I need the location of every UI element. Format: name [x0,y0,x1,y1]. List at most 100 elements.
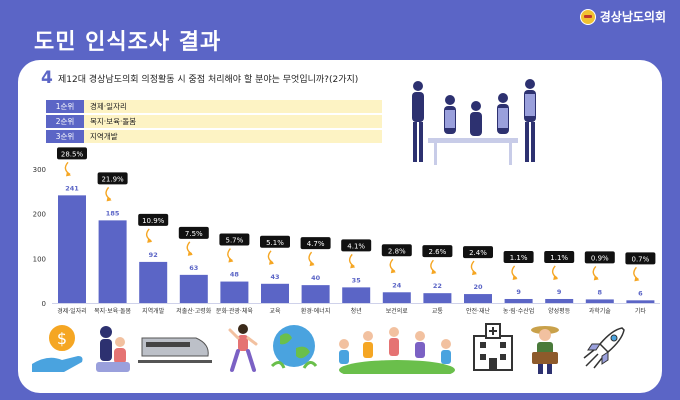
arrow-head [309,261,315,267]
arrow-head [269,259,274,265]
percent-label: 0.9% [591,254,609,262]
arrow-head [512,274,518,280]
bar-value-label: 48 [230,271,240,279]
percent-label: 2.4% [469,249,487,257]
percent-badge [97,172,128,185]
bar [423,293,452,303]
arrow-head [187,250,193,256]
arrow-head [553,274,559,280]
percent-badge [584,251,615,264]
meeting-people-icon [412,79,536,165]
bar [585,299,614,303]
category-label: 양성평등 [548,307,571,315]
bar-value-label: 22 [433,282,442,290]
y-tick-label: 300 [33,166,46,174]
category-label: 보건의료 [386,307,409,315]
percent-label: 5.7% [226,237,244,245]
rank-badge: 1순위 [46,100,84,113]
percent-label: 0.7% [632,255,650,263]
percent-badge [138,213,169,226]
arrow-head [593,275,599,281]
percent-badge [463,246,493,259]
family-care-icon [96,326,130,372]
percent-badge [341,239,372,252]
category-label: 기타 [635,307,647,315]
percent-label: 5.1% [266,239,284,247]
percent-label: 28.5% [61,150,84,158]
percent-badge [219,233,250,246]
y-tick-label: 100 [33,255,46,263]
category-label: 복지·보육·돌봄 [94,307,131,315]
bar-value-label: 9 [516,288,521,296]
bar [342,287,371,303]
question-text: 제12대 경상남도의회 의정활동 시 중점 처리해야 할 분야는 무엇입니까?(… [58,75,359,85]
y-tick-label: 200 [33,211,46,219]
percent-badge [544,250,575,263]
category-label: 교통 [432,308,444,315]
percent-label: 10.9% [142,217,165,225]
percent-badge [422,245,453,258]
arrow-head [66,171,71,177]
arrow-head [472,270,477,276]
people-circle-icon [339,327,455,374]
rank-row-1: 1순위 경제·일자리 [46,100,382,113]
percent-badge [503,250,534,263]
rocket-icon [583,327,625,369]
category-label: 과학기술 [589,307,612,315]
percent-badge [260,235,290,248]
bar [504,298,533,303]
bar-value-label: 35 [352,276,362,284]
category-label: 안전·재난 [466,307,490,315]
rank-row-3: 3순위 지역개발 [46,130,382,143]
bar [98,220,127,303]
rank-row-2: 2순위 복지·보육·돌봄 [46,115,382,128]
category-label: 교육 [269,308,281,315]
arrow-head [634,276,640,282]
percent-label: 21.9% [101,175,124,183]
page-title: 도민 인식조사 결과 [34,30,222,55]
question-number: 4 [41,68,53,88]
arrow-head [106,196,112,202]
category-label: 경제·일자리 [57,307,87,315]
percent-label: 2.6% [429,248,447,256]
percent-label: 4.7% [307,240,325,248]
bar [261,283,289,303]
hospital-icon [473,323,513,371]
rank-label: 경제·일자리 [84,100,382,113]
rank-label: 복지·보육·돌봄 [84,115,382,128]
train-icon [138,337,212,363]
category-label: 문화·관광·체육 [216,307,253,315]
svg-text:$: $ [57,329,67,348]
percent-label: 1.1% [510,254,528,262]
bar [626,300,655,303]
bar [464,294,492,303]
percent-label: 4.1% [347,242,365,250]
bar [58,195,86,303]
logo-text: 경상남도의회 [599,10,666,24]
bar-value-label: 24 [392,281,402,289]
bar [220,281,249,303]
assembly-emblem-icon [579,8,596,25]
bar-value-label: 8 [598,288,603,296]
bar-value-label: 40 [311,274,321,282]
bar-value-label: 43 [270,273,279,281]
farmer-icon [531,326,559,374]
bar [139,261,168,303]
percent-badge [57,147,87,160]
arrow-head [350,263,356,269]
bar-value-label: 92 [149,251,158,259]
logo: 경상남도의회 [579,8,666,25]
arrow-head [228,257,234,263]
arrow-head [390,268,396,274]
category-label: 지역개발 [142,307,165,315]
rank-label: 지역개발 [84,130,382,143]
percent-label: 7.5% [185,230,203,238]
earth-icon [270,325,318,369]
exercise-woman-icon [228,324,258,372]
bar-value-label: 241 [65,184,79,192]
percent-badge [381,244,412,257]
arrow-head [147,237,153,243]
percent-badge [625,252,656,265]
y-tick-label: 0 [42,300,46,308]
